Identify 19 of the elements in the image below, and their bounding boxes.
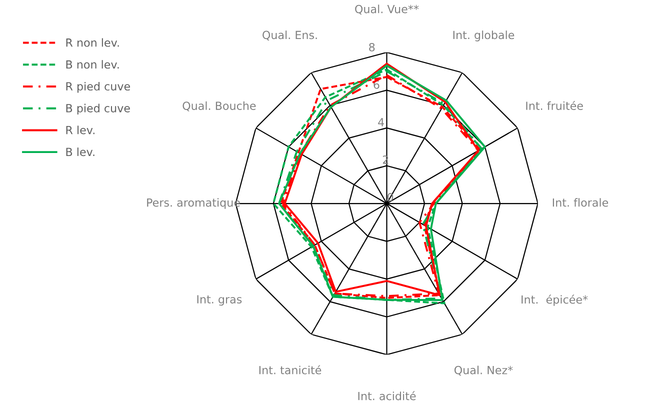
spoke-label: Int. gras: [197, 295, 242, 306]
spoke-label: Int. fruitée: [526, 100, 583, 110]
spoke-label: Qual. Nez*: [454, 366, 513, 376]
y-tick-label: 8: [369, 42, 375, 52]
spoke-label: Int. globale: [453, 30, 514, 42]
spoke-label: Int. acidité: [358, 391, 416, 400]
legend-label: B non lev.: [66, 60, 119, 69]
legend-label: B lev.: [66, 148, 94, 156]
legend-label: R pied cuve: [66, 82, 130, 93]
y-tick-label: 4: [378, 118, 384, 126]
spoke-label: Qual. Bouche: [182, 101, 256, 112]
legend-label: R non lev.: [66, 38, 119, 47]
legend-label: B pied cuve: [66, 104, 130, 115]
spoke-label: Qual. Ens.: [262, 30, 317, 40]
spoke-label: Int. florale: [552, 198, 608, 207]
spoke-label: Int. tanicité: [259, 365, 322, 374]
legend-label: R lev.: [66, 126, 94, 134]
spoke-label: Int. épicée*: [522, 294, 588, 306]
spoke-label: Qual. Vue**: [355, 4, 419, 15]
